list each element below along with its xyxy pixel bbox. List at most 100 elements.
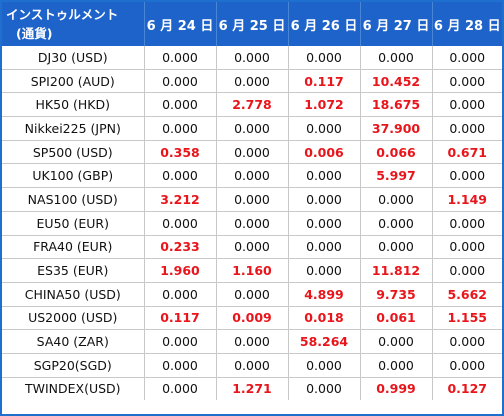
- dividend-value-cell: 0.000: [432, 69, 502, 94]
- header-row: インストゥルメント (通貨) 6 月 24 日 6 月 25 日 6 月 26 …: [2, 2, 502, 46]
- date-header: 6 月 24 日: [144, 2, 217, 46]
- dividend-value-cell: 0.000: [216, 211, 289, 236]
- dividend-value-cell: 9.735: [360, 282, 433, 307]
- dividend-value-cell: 0.000: [288, 258, 361, 283]
- dividend-value-cell: 1.155: [432, 306, 502, 331]
- dividend-value-cell: 0.000: [144, 116, 217, 141]
- dividend-value-cell: 0.000: [360, 329, 433, 354]
- dividend-value-cell: 0.233: [144, 235, 217, 260]
- table-header: インストゥルメント (通貨) 6 月 24 日 6 月 25 日 6 月 26 …: [2, 2, 502, 46]
- instrument-name: US2000 (USD): [2, 306, 145, 331]
- table-row: DJ30 (USD) 0.000 0.000 0.000 0.000 0.000: [2, 46, 502, 70]
- instrument-name: SGP20(SGD): [2, 353, 145, 378]
- dividend-value-cell: 0.000: [288, 377, 361, 401]
- date-header: 6 月 26 日: [288, 2, 361, 46]
- dividend-value-cell: 0.000: [432, 353, 502, 378]
- instrument-name: EU50 (EUR): [2, 211, 145, 236]
- dividend-value-cell: 58.264: [288, 329, 361, 354]
- dividend-value-cell: 0.127: [447, 381, 488, 397]
- instrument-name: SPI200 (AUD): [2, 69, 145, 94]
- instrument-name: UK100 (GBP): [2, 163, 145, 189]
- dividend-value-cell: 1.149: [432, 187, 502, 212]
- dividend-value-cell: 2.778: [216, 92, 289, 118]
- dividend-value-cell: 0.000: [432, 46, 502, 70]
- dividend-value-cell: 0.000: [288, 211, 361, 236]
- dividend-value-cell: 0.000: [288, 353, 361, 378]
- dividend-value-cell: 0.066: [360, 140, 433, 165]
- dividend-value-cell: 0.000: [144, 69, 217, 94]
- dividend-value-cell: 10.452: [360, 69, 433, 94]
- instrument-name: Nikkei225 (JPN): [2, 116, 145, 141]
- date-header: 6 月 25 日: [216, 2, 289, 46]
- dividend-value-cell: 0.000: [144, 377, 217, 401]
- dividend-value-cell: 0.000: [216, 163, 289, 189]
- date-header: 6 月 28 日: [432, 2, 502, 46]
- table-row: SPI200 (AUD) 0.000 0.000 0.117 10.452 0.000: [2, 69, 502, 94]
- dividend-value-cell: 0.000: [360, 353, 433, 378]
- dividend-value-cell: 18.675: [360, 92, 433, 118]
- dividend-value-cell: 0.117: [288, 69, 361, 94]
- instrument-name: NAS100 (USD): [2, 187, 145, 212]
- instrument-name: TWINDEX(USD): [2, 377, 145, 401]
- dividend-table: インストゥルメント (通貨) 6 月 24 日 6 月 25 日 6 月 26 …: [2, 2, 502, 401]
- instrument-label: インストゥルメント: [6, 7, 119, 22]
- dividend-value-cell: 0.000: [144, 92, 217, 118]
- dividend-value-cell: 0.000: [432, 329, 502, 354]
- dividend-value-cell: 5.997: [360, 163, 433, 189]
- dividend-value-cell: 0.000: [432, 163, 502, 189]
- dividend-value-cell: 0.999: [360, 377, 433, 401]
- table-row: US2000 (USD) 0.117 0.009 0.018 0.061 1.155: [2, 306, 502, 331]
- dividend-value-cell: 0.000: [216, 46, 289, 70]
- dividend-value-cell: 0.000: [432, 92, 502, 118]
- dividend-value-cell: 1.072: [288, 92, 361, 118]
- instrument-name: FRA40 (EUR): [2, 235, 145, 260]
- table-row: FRA40 (EUR) 0.233 0.000 0.000 0.000 0.000: [2, 235, 502, 260]
- table-row: SP500 (USD) 0.358 0.000 0.006 0.066 0.671: [2, 140, 502, 165]
- dividend-value-cell: 37.900: [360, 116, 433, 141]
- table-row: TWINDEX(USD) 0.000 1.271 0.000 0.999 0.127: [2, 377, 502, 401]
- instrument-name: ES35 (EUR): [2, 258, 145, 283]
- dividend-value-cell: 0.671: [432, 140, 502, 165]
- table-row: EU50 (EUR) 0.000 0.000 0.000 0.000 0.000: [2, 211, 502, 236]
- dividend-value-cell: 1.160: [216, 258, 289, 283]
- dividend-value-cell: 0.000: [288, 163, 361, 189]
- currency-label: (通貨): [16, 26, 53, 41]
- dividend-value-cell: 0.117: [144, 306, 217, 331]
- dividend-value-cell: 0.000: [216, 235, 289, 260]
- table-body: DJ30 (USD) 0.000 0.000 0.000 0.000 0.000 SPI20…: [2, 46, 502, 401]
- dividend-value-cell: 0.000: [216, 329, 289, 354]
- dividend-value-cell: 0.000: [216, 282, 289, 307]
- dividend-value-cell: 0.000: [216, 353, 289, 378]
- dividend-value-cell: 0.000: [432, 235, 502, 260]
- dividend-value-cell: 0.000: [432, 211, 502, 236]
- instrument-column-header: インストゥルメント (通貨): [2, 2, 145, 46]
- dividend-value-cell: 0.000: [216, 140, 289, 165]
- dividend-value-cell: 0.000: [360, 211, 433, 236]
- dividend-value-cell: 0.000: [144, 211, 217, 236]
- dividend-value-cell: 0.000: [432, 258, 502, 283]
- dividend-value-cell: 0.009: [216, 306, 289, 331]
- table-row: SA40 (ZAR) 0.000 0.000 58.264 0.000 0.000: [2, 329, 502, 354]
- table-row: CHINA50 (USD) 0.000 0.000 4.899 9.735 5.662: [2, 282, 502, 307]
- dividend-value-cell: 1.960: [144, 258, 217, 283]
- dividend-value-cell: 0.000: [144, 282, 217, 307]
- dividend-value-cell: 11.812: [360, 258, 433, 283]
- dividend-value-cell: 0.000: [216, 69, 289, 94]
- dividend-value-cell: 0.000: [432, 116, 502, 141]
- dividend-value-cell: 0.358: [144, 140, 217, 165]
- instrument-name: SP500 (USD): [2, 140, 145, 165]
- dividend-value-cell: 0.000: [360, 187, 433, 212]
- dividend-value-cell: 0.000: [144, 353, 217, 378]
- date-header: 6 月 27 日: [360, 2, 433, 46]
- dividend-value-cell: 0.000: [144, 46, 217, 70]
- dividend-value-cell: 0.000: [144, 163, 217, 189]
- dividend-value-cell: 1.271: [216, 377, 289, 401]
- table-row: NAS100 (USD) 3.212 0.000 0.000 0.000 1.149: [2, 187, 502, 212]
- dividend-value-cell: 0.061: [360, 306, 433, 331]
- table-row: Nikkei225 (JPN) 0.000 0.000 0.000 37.900 0.00…: [2, 116, 502, 141]
- dividend-value-cell: 0.000: [216, 116, 289, 141]
- dividend-value-cell: 3.212: [144, 187, 217, 212]
- dividend-value-cell: 0.000: [360, 46, 433, 70]
- instrument-name: CHINA50 (USD): [2, 282, 145, 307]
